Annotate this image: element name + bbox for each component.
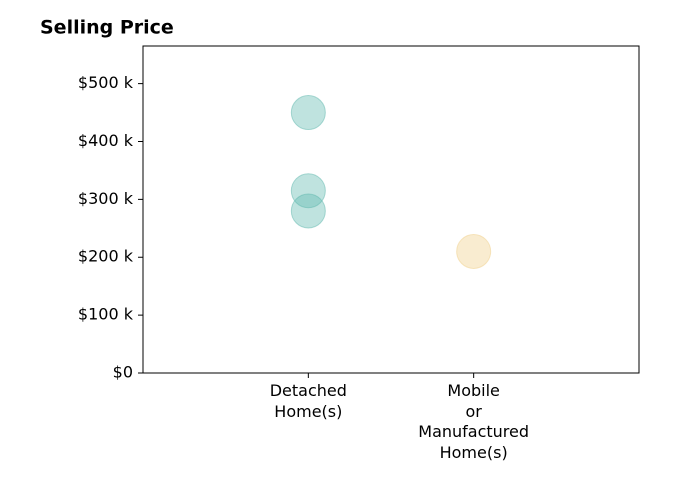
plot-frame xyxy=(142,45,640,374)
point xyxy=(290,173,326,209)
x-tick-label: Mobile or Manufactured Home(s) xyxy=(418,381,530,462)
y-tick-label: $200 k xyxy=(78,247,134,266)
chart-title: Selling Price xyxy=(40,17,174,39)
x-tick-label: Detached Home(s) xyxy=(269,381,347,421)
point xyxy=(290,95,326,131)
point xyxy=(290,193,326,229)
y-tick-label: $400 k xyxy=(78,131,134,150)
y-tick-label: $500 k xyxy=(78,73,134,92)
point xyxy=(456,233,492,269)
y-tick-label: $100 k xyxy=(78,305,134,324)
y-tick-label: $0 xyxy=(113,363,133,382)
y-tick-label: $300 k xyxy=(78,189,134,208)
